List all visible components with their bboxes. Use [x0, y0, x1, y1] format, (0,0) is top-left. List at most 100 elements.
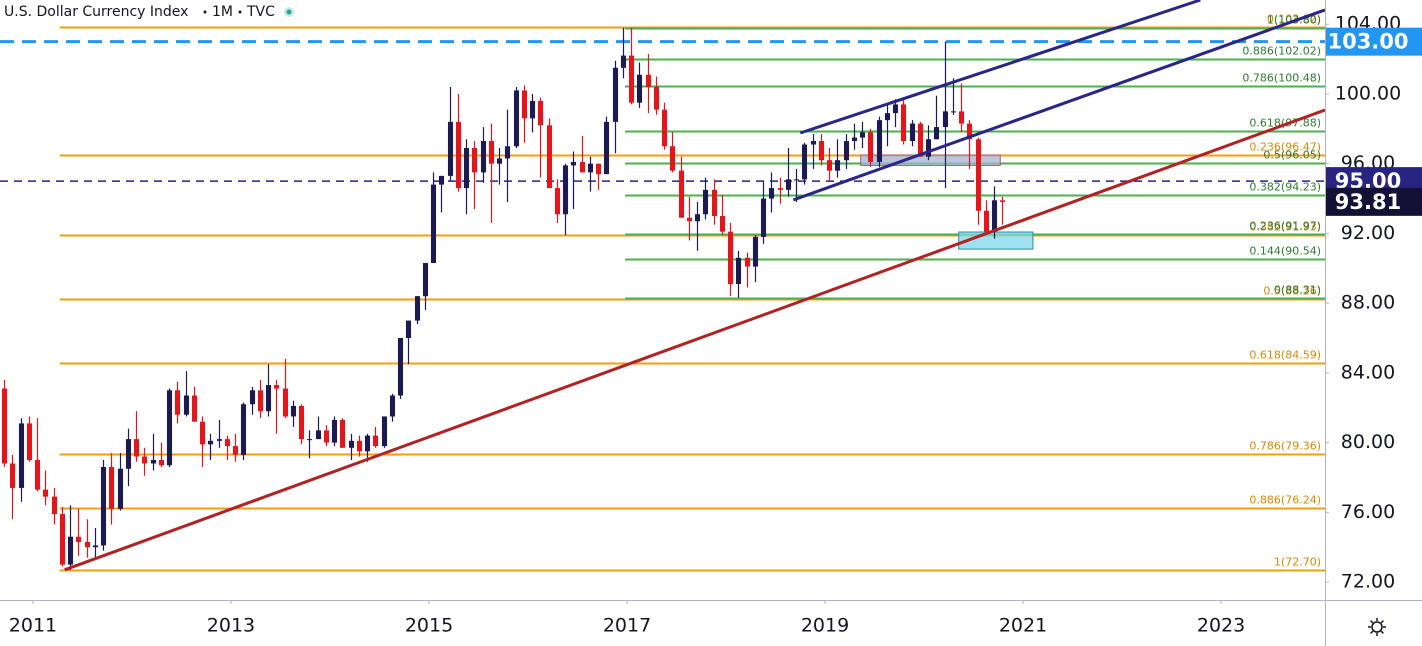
- candle-body: [273, 385, 280, 389]
- candle-body: [661, 109, 668, 147]
- candle-body: [983, 210, 990, 232]
- status-dot: [286, 9, 292, 15]
- source: TVC: [246, 4, 275, 20]
- candle-body: [117, 468, 124, 509]
- candle-body: [942, 111, 949, 128]
- candle-body: [405, 320, 412, 339]
- candle-body: [620, 55, 627, 68]
- x-tick-label: 2013: [207, 615, 255, 637]
- candle-body: [356, 440, 363, 452]
- price-box-label: 103.00: [1327, 30, 1408, 54]
- fib-label: 0.236(91.97): [1249, 220, 1321, 233]
- candle-body: [975, 139, 982, 211]
- candle-body: [42, 489, 49, 497]
- separator: [203, 10, 207, 14]
- candle-body: [867, 132, 874, 162]
- candle-body: [793, 179, 800, 181]
- candle-body: [488, 141, 495, 164]
- separator: [238, 10, 242, 14]
- candle-body: [108, 466, 115, 509]
- candle-body: [917, 123, 924, 157]
- candle-body: [422, 263, 429, 297]
- candle-body: [777, 188, 784, 190]
- candle-body: [372, 435, 379, 447]
- candle-body: [612, 67, 619, 122]
- candle-body: [785, 179, 792, 190]
- candle-body: [686, 217, 693, 222]
- settings-icon[interactable]: [1368, 618, 1386, 636]
- candle-body: [496, 158, 503, 164]
- candle-body: [166, 390, 173, 466]
- candle-body: [653, 86, 660, 110]
- candle-body: [587, 163, 594, 173]
- candle-body: [933, 127, 940, 140]
- candle-body: [826, 160, 833, 171]
- candle-body: [1, 388, 8, 464]
- y-tick-label: 100.00: [1335, 82, 1401, 104]
- candle-body: [84, 541, 91, 548]
- candle-body: [282, 388, 289, 417]
- candle-body: [851, 137, 858, 142]
- candle-body: [232, 446, 239, 455]
- candle-body: [810, 141, 817, 145]
- candle-body: [711, 189, 718, 216]
- y-tick-label: 76.00: [1341, 501, 1395, 523]
- candle-body: [348, 440, 355, 448]
- candle-body: [298, 405, 305, 440]
- candle-body: [447, 121, 454, 176]
- price-box: [1326, 27, 1422, 56]
- trendline: [792, 8, 1326, 202]
- fib-label: 0.5(96.05): [1263, 149, 1321, 162]
- x-tick-label: 2023: [1197, 615, 1245, 637]
- x-tick-label: 2017: [603, 615, 651, 637]
- icon-ring: [1371, 621, 1383, 633]
- trendline: [64, 108, 1326, 572]
- fib-label: 1(72.70): [1274, 556, 1321, 569]
- candle-body: [158, 460, 165, 466]
- candle-body: [9, 463, 16, 488]
- candle-body: [199, 421, 206, 445]
- fib-label: 0.382(94.23): [1249, 181, 1321, 194]
- fib-label: 0.786(100.48): [1242, 72, 1321, 85]
- candle-body: [397, 338, 404, 396]
- candle-body: [438, 175, 445, 185]
- candle-body: [678, 170, 685, 218]
- candle-body: [339, 419, 346, 448]
- candle-body: [859, 132, 866, 138]
- plot-area: 0(103.82)0.236(96.47)0.382(91.93)0.5(88.…: [0, 0, 1326, 572]
- fib-label: 0.886(102.02): [1242, 45, 1321, 58]
- candle-body: [537, 100, 544, 126]
- candle-body: [603, 121, 610, 175]
- candle-body: [414, 296, 421, 321]
- candle-body: [645, 74, 652, 87]
- candle-body: [570, 161, 577, 166]
- price-box-label: 93.81: [1335, 190, 1401, 214]
- candle-body: [141, 456, 148, 464]
- y-tick-label: 88.00: [1341, 292, 1395, 314]
- candle-body: [768, 188, 775, 199]
- candle-body: [513, 90, 520, 147]
- candle-body: [529, 100, 536, 119]
- interval: 1M: [212, 4, 233, 20]
- candle-body: [900, 104, 907, 142]
- candle-body: [669, 146, 676, 171]
- x-tick-label: 2019: [801, 615, 849, 637]
- candle-body: [950, 111, 957, 113]
- candle-body: [843, 141, 850, 161]
- candle-body: [719, 215, 726, 232]
- candle-body: [381, 416, 388, 447]
- candle-body: [504, 146, 511, 159]
- candle-body: [744, 257, 751, 267]
- header: U.S. Dollar Currency Index 1M TVC: [4, 4, 294, 20]
- candle-body: [323, 430, 330, 443]
- price-box: [1326, 187, 1422, 216]
- candle-body: [257, 390, 264, 412]
- candle-body: [92, 545, 99, 548]
- fib-label: 0.144(90.54): [1249, 245, 1321, 258]
- candle-body: [100, 466, 107, 546]
- candle-body: [18, 423, 25, 488]
- candle-body: [760, 198, 767, 237]
- candle-body: [471, 147, 478, 173]
- candle-body: [521, 90, 528, 119]
- candle-body: [480, 141, 487, 173]
